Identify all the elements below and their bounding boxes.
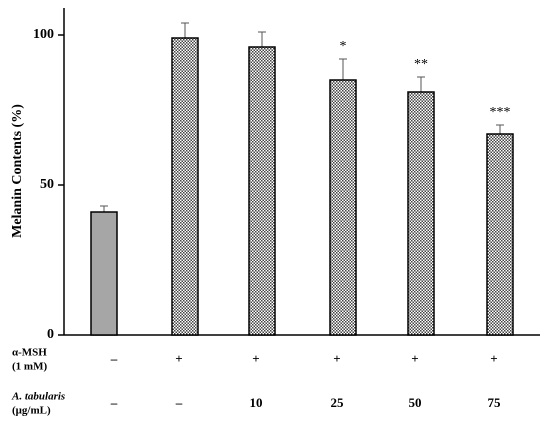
row-label: α-MSH xyxy=(12,347,47,359)
y-tick-label: 100 xyxy=(33,27,54,42)
row-cell: + xyxy=(411,351,418,366)
bar xyxy=(486,133,514,336)
significance-label: ** xyxy=(414,57,428,72)
y-tick-label: 0 xyxy=(47,327,54,342)
row-cell: + xyxy=(490,351,497,366)
row-label: (μg/mL) xyxy=(12,405,51,417)
row-cell: 25 xyxy=(331,395,345,410)
row-cell: – xyxy=(110,395,118,410)
bar xyxy=(248,46,276,336)
row-cell: 50 xyxy=(409,395,422,410)
row-cell: – xyxy=(175,395,183,410)
row-label: (1 mM) xyxy=(12,361,47,373)
row-label: A. tabularis xyxy=(11,391,65,403)
row-cell: – xyxy=(110,351,118,366)
row-cell: + xyxy=(333,351,340,366)
y-axis-label: Melanin Contents (%) xyxy=(10,104,25,238)
row-cell: + xyxy=(175,351,182,366)
significance-label: *** xyxy=(490,105,511,120)
bar xyxy=(90,211,118,336)
significance-label: * xyxy=(340,39,347,54)
row-cell: + xyxy=(252,351,259,366)
bar xyxy=(329,79,357,336)
row-cell: 75 xyxy=(488,395,502,410)
row-cell: 10 xyxy=(250,395,263,410)
bar xyxy=(407,91,435,336)
bar xyxy=(171,37,199,336)
y-tick-label: 50 xyxy=(40,177,54,192)
